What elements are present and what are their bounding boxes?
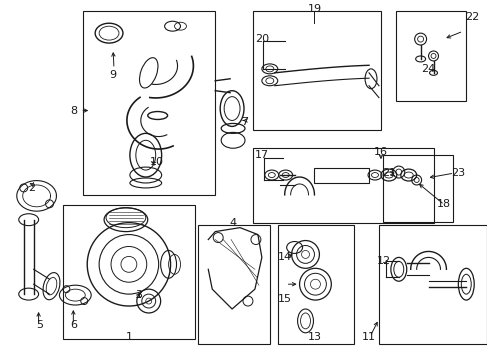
Text: 20: 20 [254,34,268,44]
Text: 17: 17 [254,150,268,160]
Text: 23: 23 [450,168,465,178]
Bar [378,225,486,344]
Text: 10: 10 [149,157,163,167]
Bar [83,11,215,195]
Text: 16: 16 [373,147,387,157]
Text: 1: 1 [125,332,132,342]
Text: 14: 14 [277,252,291,262]
Text: 12: 12 [376,256,390,266]
Text: 15: 15 [277,294,291,304]
Text: 22: 22 [464,12,478,22]
Bar [252,11,380,130]
Text: 19: 19 [307,4,321,14]
Text: 3: 3 [135,290,142,300]
Bar [277,225,353,344]
Text: 2: 2 [28,183,35,193]
Text: 21: 21 [381,168,395,178]
Bar [198,225,269,344]
Text: 11: 11 [361,332,375,342]
Bar [252,148,433,223]
Bar [382,155,452,222]
Text: 8: 8 [70,105,77,116]
Bar [395,11,466,100]
Text: 13: 13 [307,332,321,342]
Text: 9: 9 [109,70,116,80]
Bar [63,205,195,339]
Text: 5: 5 [36,320,43,330]
Text: 18: 18 [435,199,449,209]
Text: 4: 4 [229,218,236,228]
Text: 7: 7 [241,117,248,127]
Text: 6: 6 [70,320,77,330]
Bar [314,168,368,183]
Text: 24: 24 [421,64,435,74]
